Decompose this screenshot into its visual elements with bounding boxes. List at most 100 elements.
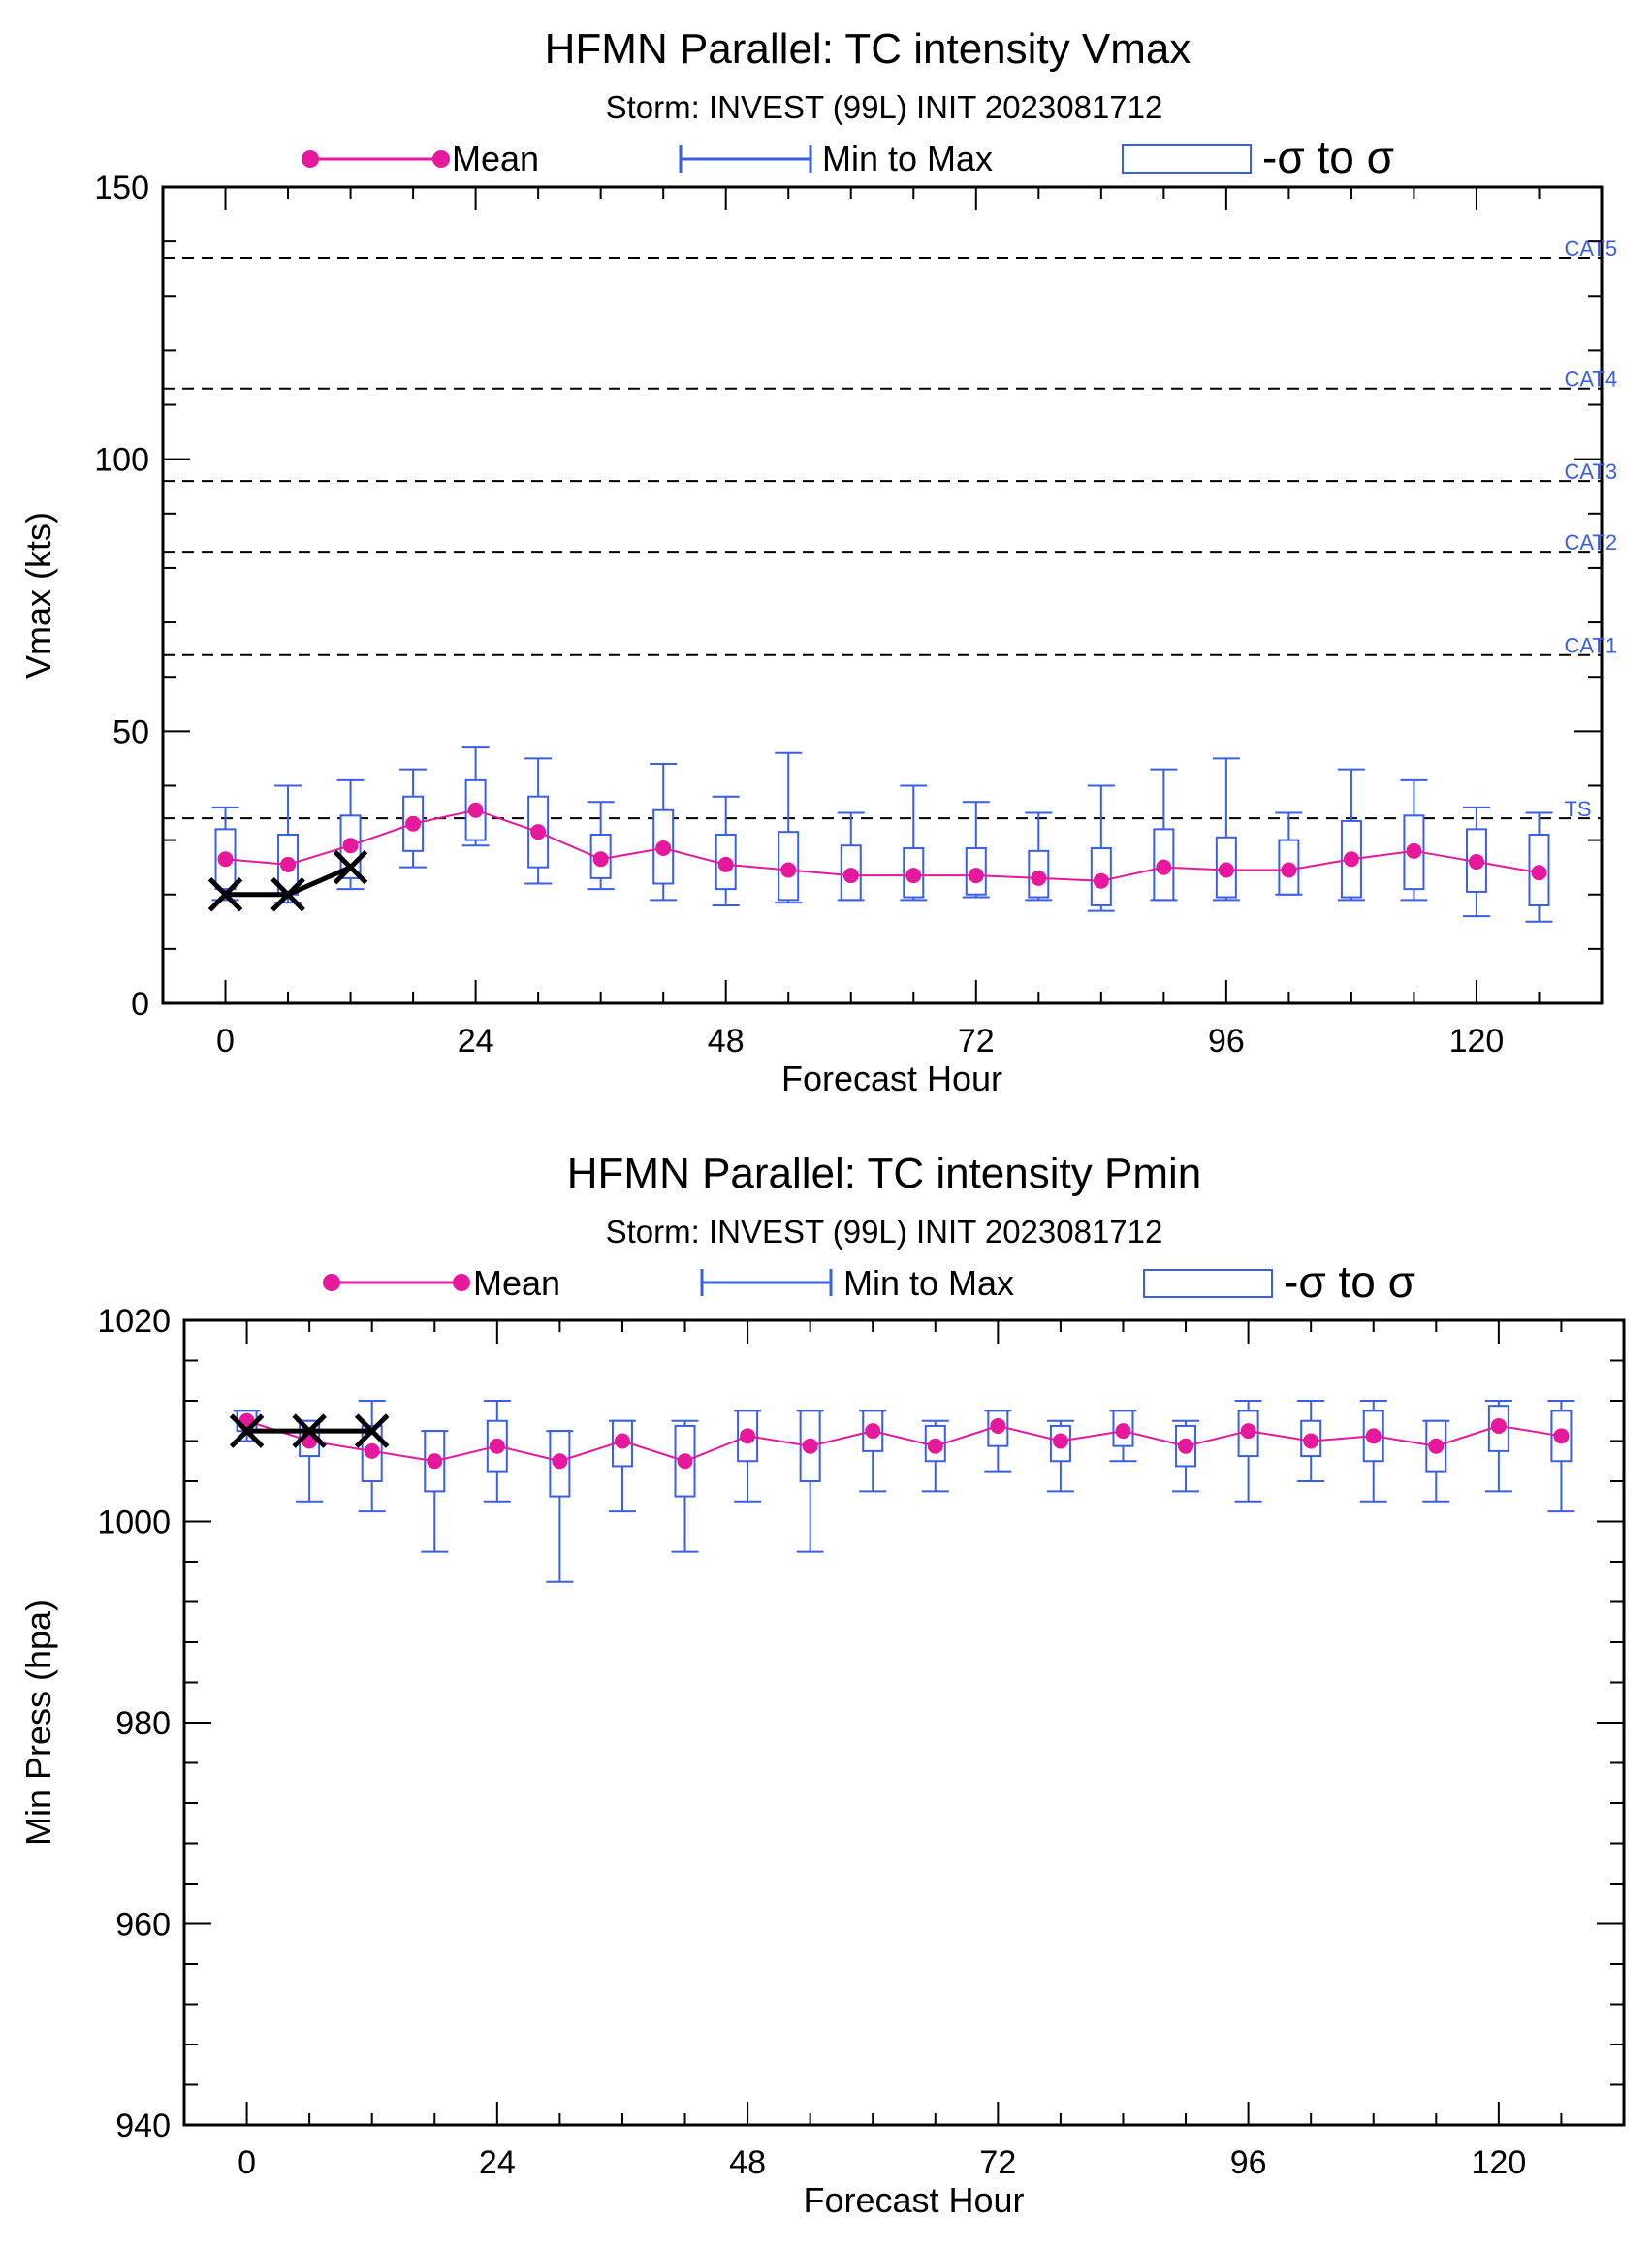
mean-point	[1343, 851, 1359, 868]
chart1-plot: TS CAT1 CAT2 CAT3 CAT4 CAT5 0 50 100 150 0 24 48 72 96…	[18, 170, 1617, 1098]
mean-point	[427, 1453, 443, 1470]
observed-marker	[354, 1413, 390, 1448]
mean-point	[1031, 870, 1047, 886]
mean-point	[1178, 1438, 1194, 1454]
x-tick-label: 24	[458, 1023, 494, 1060]
chart2-legend-mean-label: Mean	[473, 1263, 560, 1303]
y-tick-label: 150	[94, 170, 149, 206]
observed-marker	[207, 876, 243, 912]
mean-point	[1115, 1423, 1131, 1440]
mean-point	[1093, 872, 1109, 889]
y-tick-label: 960	[115, 1907, 171, 1944]
mean-point	[405, 815, 422, 832]
threshold-label: CAT2	[1564, 530, 1617, 555]
mean-point	[1052, 1433, 1068, 1449]
observed-marker	[229, 1413, 265, 1448]
x-tick-label: 48	[729, 2144, 766, 2181]
x-tick-label: 72	[958, 1023, 995, 1060]
x-axis-label: Forecast Hour	[781, 1059, 1002, 1098]
x-tick-label: 96	[1208, 1023, 1245, 1060]
chart2-legend-mean-dot	[323, 1274, 340, 1291]
mean-point	[842, 868, 859, 884]
chart1-legend-mean-dot	[302, 150, 319, 168]
x-tick-label: 0	[216, 1023, 235, 1060]
chart1-legend: Mean Min to Max -σ to σ	[302, 132, 1394, 182]
mean-point	[740, 1428, 756, 1444]
mean-point	[552, 1453, 568, 1470]
y-tick-label: 100	[94, 442, 149, 479]
y-axis-label: Min Press (hpa)	[18, 1600, 58, 1846]
mean-point	[1218, 862, 1234, 878]
mean-point	[1303, 1433, 1319, 1449]
threshold-label: TS	[1564, 797, 1591, 821]
mean-point	[530, 824, 547, 840]
x-tick-label: 72	[979, 2144, 1016, 2181]
mean-point	[217, 851, 234, 868]
mean-line	[246, 1419, 1562, 1463]
chart1-legend-sigma-box	[1122, 144, 1252, 174]
chart2-legend-mean-dot	[453, 1274, 470, 1291]
mean-point	[865, 1423, 881, 1440]
mean-point	[467, 802, 484, 818]
mean-point	[1428, 1438, 1445, 1454]
mean-point	[1365, 1428, 1382, 1444]
chart2-legend-sigma-label: -σ to σ	[1284, 1256, 1415, 1307]
chart1-legend-minmax-label: Min to Max	[822, 139, 993, 178]
threshold-label: CAT1	[1564, 634, 1617, 658]
mean-point	[1281, 862, 1297, 878]
threshold-label: CAT4	[1564, 367, 1617, 392]
observed-marker	[333, 849, 368, 885]
y-axis-label: Vmax (kts)	[18, 512, 58, 679]
mean-point	[592, 851, 609, 868]
chart2-subtitle: Storm: INVEST (99L) INIT 2023081712	[606, 1214, 1163, 1250]
mean-point	[1490, 1417, 1507, 1434]
mean-point	[280, 856, 297, 872]
chart1-legend-mean-dot	[432, 150, 450, 168]
mean-point	[905, 868, 922, 884]
mean-line	[225, 808, 1540, 882]
y-tick-label: 940	[115, 2107, 171, 2144]
mean-point	[1553, 1428, 1570, 1444]
x-tick-label: 24	[479, 2144, 516, 2181]
y-tick-label: 50	[112, 713, 149, 750]
chart1-subtitle: Storm: INVEST (99L) INIT 2023081712	[606, 89, 1163, 125]
threshold-label: CAT3	[1564, 460, 1617, 484]
mean-point	[489, 1438, 505, 1454]
chart2-legend: Mean Min to Max -σ to σ	[323, 1256, 1415, 1307]
x-tick-label: 120	[1449, 1023, 1505, 1060]
y-tick-label: 0	[131, 986, 149, 1023]
mean-point	[1531, 865, 1547, 881]
mean-point	[364, 1442, 380, 1459]
chart1-legend-mean-label: Mean	[452, 139, 539, 178]
mean-point	[990, 1417, 1006, 1434]
mean-point	[1156, 859, 1172, 875]
y-tick-label: 980	[115, 1705, 171, 1742]
chart2-legend-sigma-box	[1143, 1269, 1273, 1298]
chart1-title: HFMN Parallel: TC intensity Vmax	[545, 25, 1191, 73]
plot-frame	[161, 185, 1604, 1005]
mean-point	[1468, 854, 1484, 871]
mean-point	[614, 1433, 630, 1449]
threshold-label: CAT5	[1564, 237, 1617, 261]
mean-point	[802, 1438, 818, 1454]
mean-point	[780, 862, 797, 878]
x-tick-label: 96	[1230, 2144, 1267, 2181]
mean-point	[677, 1453, 693, 1470]
mean-point	[968, 868, 984, 884]
mean-point	[717, 856, 734, 872]
mean-point	[342, 838, 359, 854]
mean-point	[1406, 842, 1422, 859]
y-tick-label: 1000	[97, 1505, 171, 1541]
x-tick-label: 0	[238, 2144, 256, 2181]
y-tick-label: 1020	[97, 1303, 171, 1340]
mean-point	[1240, 1423, 1256, 1440]
observed-marker	[292, 1413, 327, 1448]
mean-point	[655, 840, 672, 857]
x-tick-label: 48	[708, 1023, 745, 1060]
chart2-title: HFMN Parallel: TC intensity Pmin	[567, 1150, 1201, 1197]
chart2-plot: 940 960 980 1000 1020 0 24 48 72 96 120 Forecast Ho…	[18, 1303, 1626, 2220]
observed-marker	[270, 876, 305, 912]
x-axis-label: Forecast Hour	[803, 2180, 1024, 2220]
